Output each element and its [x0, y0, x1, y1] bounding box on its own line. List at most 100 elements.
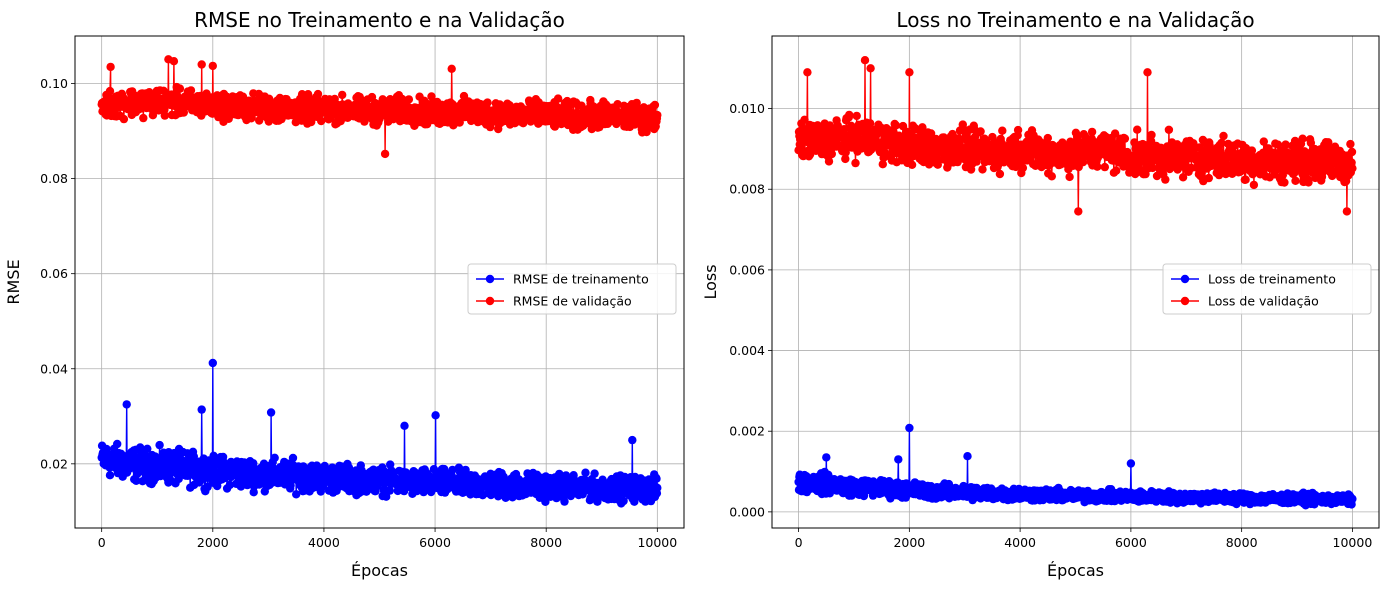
data-point: [590, 469, 599, 478]
data-point: [292, 490, 301, 499]
data-point: [105, 471, 115, 480]
data-point: [338, 90, 347, 100]
data-point: [169, 57, 179, 66]
data-point: [175, 84, 185, 93]
data-point: [652, 474, 661, 483]
data-point: [483, 98, 492, 107]
data-point: [841, 154, 850, 164]
series-train: [97, 358, 662, 508]
data-point: [860, 56, 870, 65]
chart-title: Loss no Treinamento e na Validação: [896, 8, 1254, 32]
y-tick-label: 0.004: [729, 343, 765, 358]
data-point: [266, 408, 276, 417]
data-point: [1348, 494, 1357, 504]
data-point: [894, 455, 903, 464]
data-point: [1065, 172, 1074, 182]
data-point: [1018, 163, 1028, 173]
x-tick-label: 10000: [1333, 535, 1373, 550]
data-point: [852, 111, 861, 121]
legend-marker-train: [485, 274, 495, 284]
data-point: [132, 476, 141, 485]
data-point: [225, 480, 235, 490]
data-point: [995, 169, 1005, 179]
data-point: [102, 444, 111, 454]
y-tick-label: 0.08: [40, 171, 68, 186]
data-point: [238, 92, 248, 101]
series-validation: [97, 55, 662, 159]
data-point: [841, 148, 850, 157]
data-point: [803, 68, 812, 77]
data-point: [122, 400, 131, 409]
data-point: [1047, 172, 1057, 181]
y-tick-label: 0.10: [40, 76, 68, 91]
data-point: [317, 116, 326, 126]
plot-area: 0 2000 4000 6000 8000 10000 0.000 0.002 0.004 0.0…: [729, 35, 1380, 550]
data-point: [106, 62, 115, 72]
loss-chart: Loss no Treinamento e na Validação 0 2000…: [701, 8, 1380, 580]
data-point: [208, 358, 217, 368]
data-point: [653, 110, 662, 120]
data-point: [866, 119, 875, 128]
legend-box: [467, 263, 677, 315]
x-tick-label: 4000: [1004, 535, 1036, 550]
data-point: [845, 110, 854, 120]
data-point: [143, 444, 152, 453]
data-point: [313, 89, 323, 99]
series-validation: [794, 56, 1357, 216]
data-point: [926, 129, 936, 138]
data-point: [186, 86, 196, 95]
y-tick-label: 0.000: [729, 504, 765, 519]
data-point: [581, 468, 590, 477]
data-point: [560, 497, 569, 506]
x-axis-label: Épocas: [351, 561, 408, 580]
data-point: [288, 453, 298, 463]
x-tick-label: 10000: [637, 535, 677, 550]
x-tick-label: 0: [795, 535, 803, 550]
x-tick-label: 6000: [1115, 535, 1147, 550]
data-point: [851, 158, 860, 168]
data-point: [553, 94, 563, 103]
x-tick-label: 8000: [1226, 535, 1258, 550]
data-point: [976, 127, 985, 136]
x-tick-label: 2000: [893, 535, 925, 550]
data-point: [650, 100, 660, 110]
data-point: [404, 95, 414, 104]
data-point: [385, 486, 394, 495]
x-tick-label: 4000: [308, 535, 340, 550]
data-point: [653, 483, 662, 493]
data-point: [632, 98, 641, 108]
data-point: [891, 121, 901, 130]
data-point: [197, 60, 206, 69]
y-tick-label: 0.002: [729, 424, 765, 439]
data-point: [249, 459, 258, 468]
x-tick-label: 2000: [197, 535, 229, 550]
data-point: [448, 465, 457, 475]
data-point: [1043, 133, 1053, 143]
data-point: [619, 496, 628, 506]
data-point: [1126, 459, 1136, 468]
data-point: [139, 113, 148, 123]
legend: RMSE de treinamento RMSE de validação: [467, 263, 677, 315]
data-point: [307, 117, 316, 127]
legend-label-validation: RMSE de validação: [513, 294, 632, 309]
data-point: [905, 68, 914, 77]
y-tick-label: 0.006: [729, 262, 765, 277]
data-point: [628, 435, 637, 445]
y-tick-label: 0.008: [729, 182, 765, 197]
y-tick-label: 0.010: [729, 101, 765, 116]
data-point: [270, 453, 279, 462]
data-point: [160, 111, 169, 120]
y-tick-label: 0.04: [40, 361, 68, 376]
rmse-chart: RMSE no Treinamento e na Validação 0 2000…: [4, 8, 685, 580]
data-point: [978, 165, 987, 174]
data-point: [208, 61, 217, 71]
legend-marker-validation: [485, 296, 495, 306]
data-point: [866, 64, 875, 73]
data-point: [174, 474, 183, 484]
chart-title: RMSE no Treinamento e na Validação: [194, 8, 565, 32]
data-point: [963, 452, 972, 461]
data-point: [918, 123, 927, 132]
data-point: [827, 149, 836, 159]
data-point: [105, 86, 115, 96]
